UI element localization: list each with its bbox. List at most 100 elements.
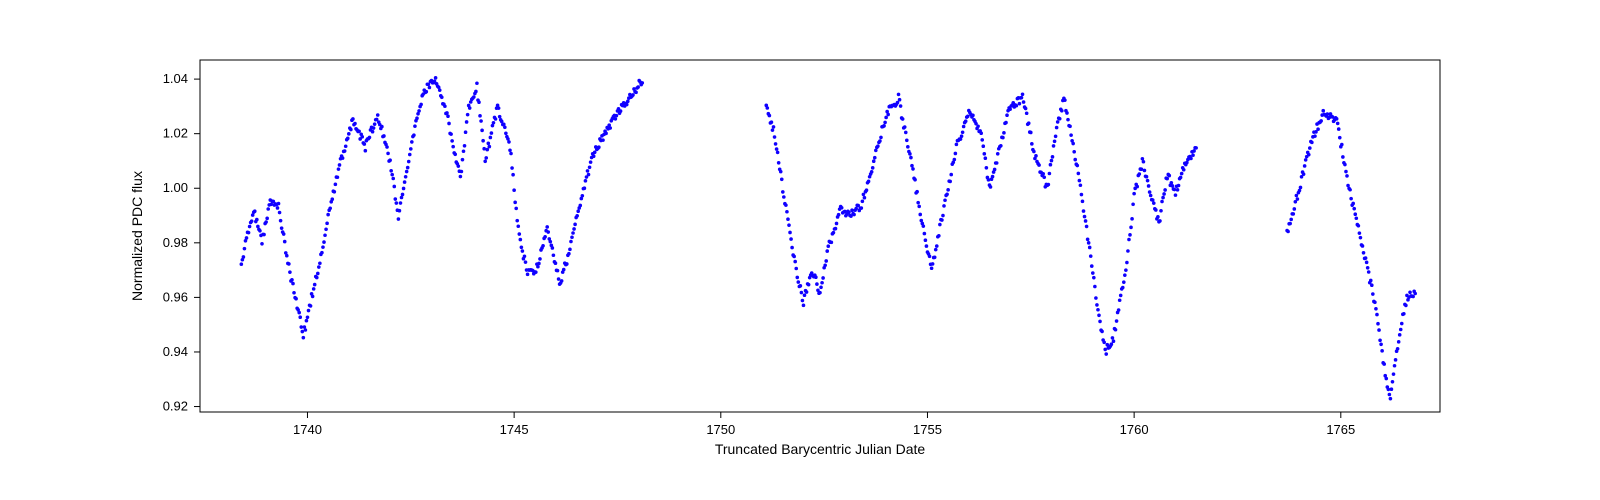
data-point xyxy=(565,262,569,266)
data-point xyxy=(292,291,296,295)
data-point xyxy=(1065,111,1069,115)
x-tick-label: 1750 xyxy=(706,422,735,437)
data-point xyxy=(290,278,294,282)
data-point xyxy=(899,104,903,108)
data-point xyxy=(863,196,867,200)
data-point xyxy=(837,213,841,217)
data-point xyxy=(1073,158,1077,162)
chart-svg: 1740174517501755176017650.920.940.960.98… xyxy=(0,0,1600,500)
data-point xyxy=(302,336,306,340)
data-point xyxy=(787,223,791,227)
data-point xyxy=(1096,308,1100,312)
data-point xyxy=(1118,298,1122,302)
data-point xyxy=(1080,193,1084,197)
data-point xyxy=(934,248,938,252)
data-point xyxy=(363,142,367,146)
data-point xyxy=(1392,372,1396,376)
data-point xyxy=(373,122,377,126)
data-point xyxy=(792,255,796,259)
data-point xyxy=(515,219,519,223)
data-point xyxy=(321,245,325,249)
data-point xyxy=(925,244,929,248)
data-point xyxy=(304,328,308,332)
lightcurve-chart: 1740174517501755176017650.920.940.960.98… xyxy=(0,0,1600,500)
data-point xyxy=(474,90,478,94)
data-point xyxy=(614,117,618,121)
data-point xyxy=(583,186,587,190)
data-point xyxy=(245,236,249,240)
data-point xyxy=(285,254,289,258)
data-point xyxy=(1024,107,1028,111)
data-point xyxy=(560,279,564,283)
data-point xyxy=(291,282,295,286)
data-point xyxy=(1089,254,1093,258)
data-point xyxy=(1165,177,1169,181)
data-point xyxy=(461,158,465,162)
data-point xyxy=(940,218,944,222)
data-point xyxy=(917,205,921,209)
data-point xyxy=(265,217,269,221)
y-axis-label: Normalized PDC flux xyxy=(129,171,145,301)
data-point xyxy=(1376,322,1380,326)
data-point xyxy=(871,166,875,170)
data-point xyxy=(386,152,390,156)
data-point xyxy=(898,98,902,102)
data-point xyxy=(608,126,612,130)
data-point xyxy=(971,114,975,118)
data-point xyxy=(322,240,326,244)
data-point xyxy=(830,241,834,245)
data-point xyxy=(511,173,515,177)
data-point xyxy=(1122,280,1126,284)
data-point xyxy=(360,135,364,139)
data-point xyxy=(1147,184,1151,188)
data-point xyxy=(353,122,357,126)
data-point xyxy=(873,156,877,160)
data-point xyxy=(897,93,901,97)
data-point xyxy=(835,222,839,226)
data-point xyxy=(1321,109,1325,113)
data-point xyxy=(820,281,824,285)
data-point xyxy=(1364,256,1368,260)
data-point xyxy=(1001,136,1005,140)
data-point xyxy=(1396,347,1400,351)
data-point xyxy=(928,255,932,259)
data-point xyxy=(1078,179,1082,183)
data-point xyxy=(460,170,464,174)
data-point xyxy=(457,164,461,168)
data-point xyxy=(980,138,984,142)
data-point xyxy=(451,145,455,149)
data-point xyxy=(991,175,995,179)
data-series xyxy=(240,76,1417,400)
data-point xyxy=(1132,192,1136,196)
data-point xyxy=(334,183,338,187)
data-point xyxy=(1393,364,1397,368)
data-point xyxy=(1413,292,1417,296)
data-point xyxy=(443,104,447,108)
data-point xyxy=(395,201,399,205)
data-point xyxy=(1399,328,1403,332)
data-point xyxy=(872,159,876,163)
data-point xyxy=(313,283,317,287)
data-point xyxy=(908,152,912,156)
data-point xyxy=(1361,244,1365,248)
data-point xyxy=(1037,163,1041,167)
data-point xyxy=(1352,207,1356,211)
data-point xyxy=(1047,183,1051,187)
data-point xyxy=(581,194,585,198)
data-point xyxy=(446,114,450,118)
data-point xyxy=(503,125,507,129)
data-point xyxy=(1344,170,1348,174)
data-point xyxy=(537,262,541,266)
data-point xyxy=(554,261,558,265)
data-point xyxy=(821,276,825,280)
data-point xyxy=(372,126,376,130)
data-point xyxy=(1112,339,1116,343)
data-point xyxy=(923,232,927,236)
data-point xyxy=(802,304,806,308)
data-point xyxy=(301,330,305,334)
x-tick-label: 1760 xyxy=(1120,422,1149,437)
data-point xyxy=(294,297,298,301)
data-point xyxy=(330,197,334,201)
data-point xyxy=(428,86,432,90)
data-point xyxy=(258,229,262,233)
